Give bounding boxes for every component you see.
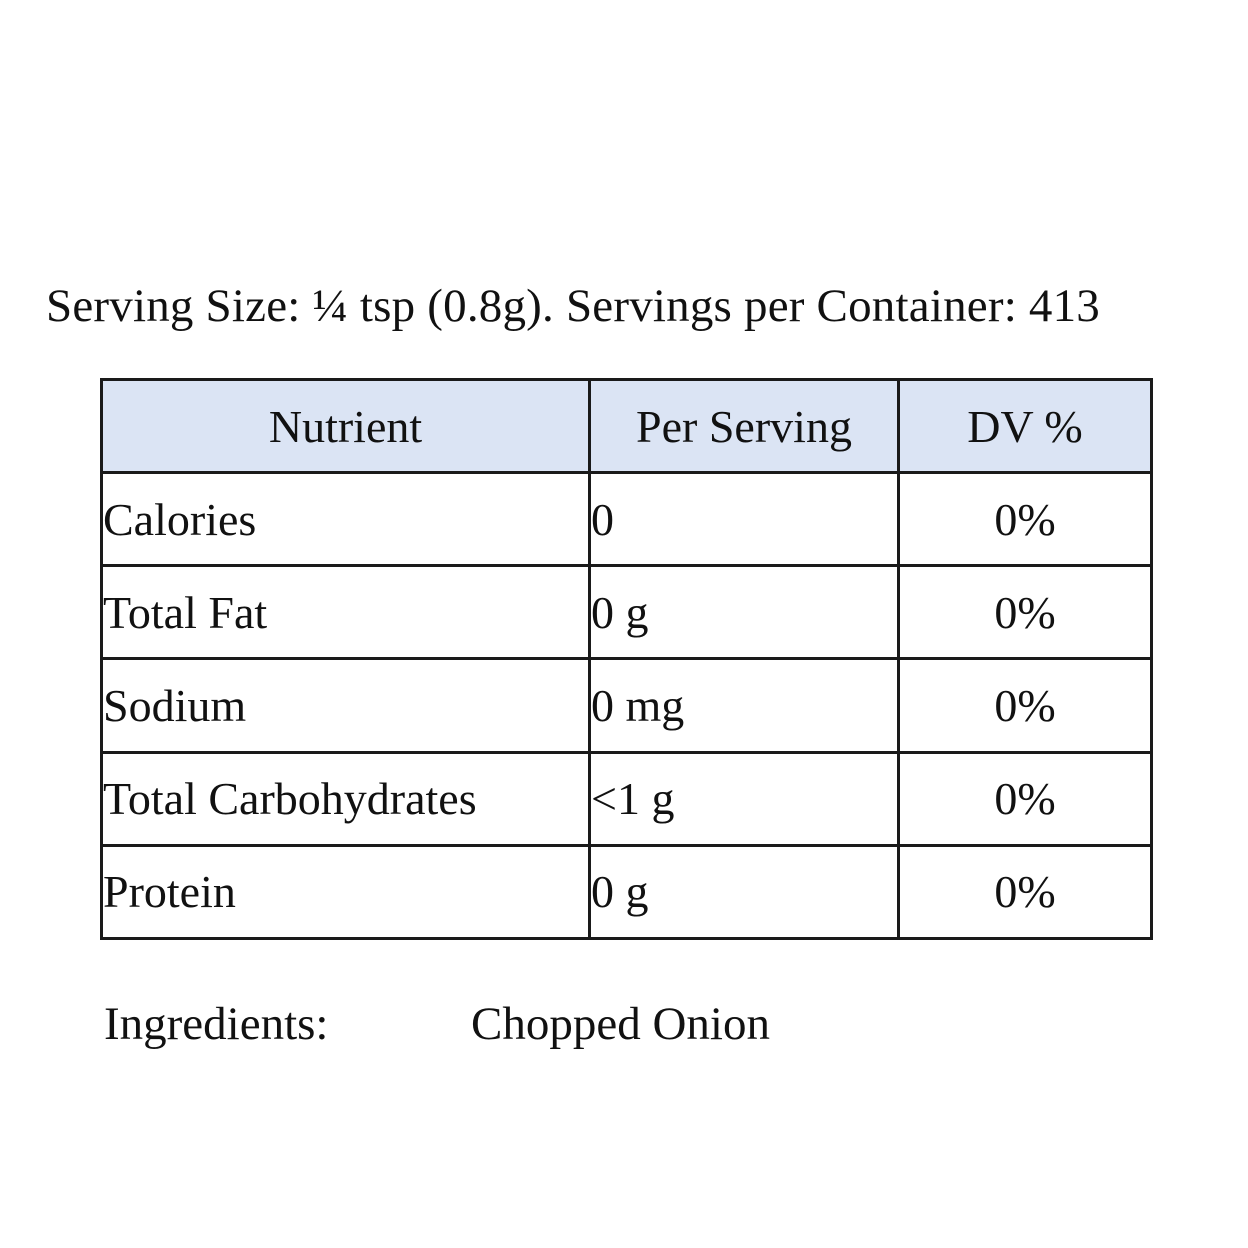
nutrition-table: Nutrient Per Serving DV % Calories 0 0% … <box>100 378 1153 941</box>
nutrient-name: Calories <box>100 470 591 568</box>
dv-percent-value: 0% <box>897 470 1153 568</box>
dv-percent-value: 0% <box>897 564 1153 661</box>
dv-percent-value: 0% <box>897 843 1153 941</box>
serving-size-line: Serving Size: ¼ tsp (0.8g). Servings per… <box>46 280 1100 332</box>
column-header-per-serving: Per Serving <box>588 378 900 474</box>
table-row: Protein 0 g 0% <box>100 843 1153 941</box>
per-serving-value: 0 mg <box>588 657 900 754</box>
per-serving-value: 0 g <box>588 843 900 941</box>
table-header-row: Nutrient Per Serving DV % <box>100 378 1153 474</box>
ingredients-value: Chopped Onion <box>471 998 770 1050</box>
nutrient-name: Protein <box>100 843 591 941</box>
per-serving-value: 0 g <box>588 564 900 661</box>
table-row: Sodium 0 mg 0% <box>100 657 1153 754</box>
column-header-nutrient: Nutrient <box>100 378 591 474</box>
nutrient-name: Sodium <box>100 657 591 754</box>
column-header-dv-percent: DV % <box>897 378 1153 474</box>
table-row: Total Fat 0 g 0% <box>100 564 1153 661</box>
nutrient-name: Total Fat <box>100 564 591 661</box>
per-serving-value: <1 g <box>588 750 900 847</box>
dv-percent-value: 0% <box>897 750 1153 847</box>
per-serving-value: 0 <box>588 470 900 568</box>
table-row: Calories 0 0% <box>100 470 1153 568</box>
ingredients-label: Ingredients: <box>104 998 329 1050</box>
nutrient-name: Total Carbohydrates <box>100 750 591 847</box>
dv-percent-value: 0% <box>897 657 1153 754</box>
table-row: Total Carbohydrates <1 g 0% <box>100 750 1153 847</box>
